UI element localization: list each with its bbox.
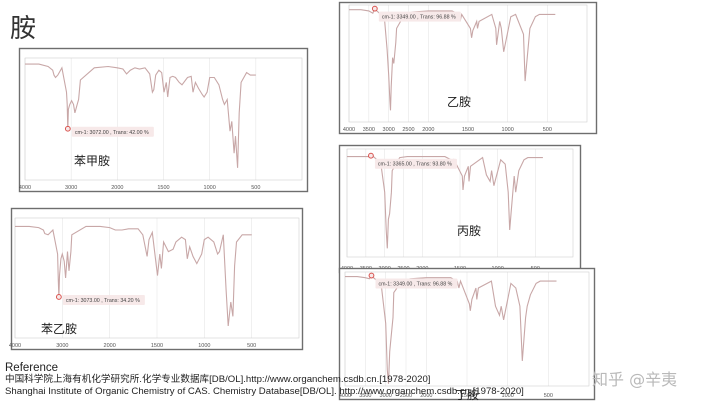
tick-label: 1500 xyxy=(151,343,163,349)
reference-block: Reference 中国科学院上海有机化学研究所.化学专业数据库[DB/OL].… xyxy=(5,362,524,398)
plot-area xyxy=(24,57,303,181)
tooltip-marker xyxy=(64,125,71,132)
spectrum-panel-phenethylamine: 4000 3000 2000 1500 1000 500 cm-1: 3073.00 , T… xyxy=(9,207,304,351)
tick-label: 2000 xyxy=(420,393,432,399)
tooltip-box xyxy=(378,11,461,22)
tick-label: 500 xyxy=(251,185,260,191)
tick-label: 1500 xyxy=(157,185,169,191)
tick-label: 1000 xyxy=(502,127,514,133)
spectrum-panel-benzylamine: 4000 3000 2000 1500 1000 500 cm-1: 3072.00 , T… xyxy=(18,47,309,193)
tick-label: 500 xyxy=(247,343,256,349)
tick-label: 3000 xyxy=(383,127,395,133)
spectrum-chart-ethylamine: 4000 3500 3000 2500 2000 1500 1000 500 cm-1: 334… xyxy=(338,1,598,135)
plot-area xyxy=(14,217,300,339)
compound-label: 苯乙胺 xyxy=(41,322,77,336)
page-title: 胺 xyxy=(10,14,37,44)
tick-label: 2500 xyxy=(402,127,414,133)
plot-area xyxy=(346,148,574,258)
tick-label: 2000 xyxy=(111,185,123,191)
tick-label: 1000 xyxy=(204,185,216,191)
tick-label: 2000 xyxy=(422,127,434,133)
tooltip-box xyxy=(375,278,458,289)
spectrum-chart-benzylamine: 4000 3000 2000 1500 1000 500 cm-1: 3072.00 , T… xyxy=(18,47,309,193)
compound-label: 丁胺 xyxy=(455,388,479,402)
reference-heading: Reference xyxy=(5,362,59,374)
tick-label: 1000 xyxy=(198,343,210,349)
tick-label: 4000 xyxy=(343,127,355,133)
tooltip-text: cm-1: 3073.00 , Trans: 34.20 % xyxy=(66,298,140,304)
compound-label: 苯甲胺 xyxy=(74,154,110,168)
tooltip-box xyxy=(62,294,145,305)
spectrum-line xyxy=(349,7,556,111)
tick-label: 500 xyxy=(544,393,553,399)
spectrum-line xyxy=(345,274,557,384)
tooltip-box xyxy=(71,126,154,137)
plot-area xyxy=(348,4,588,123)
spectrum-panel-butylamine: 4000 3500 3000 2500 2000 1500 1000 500 cm-1: 334… xyxy=(338,267,596,402)
tooltip-box xyxy=(374,158,457,169)
tick-label: 3500 xyxy=(363,127,375,133)
compound-label: 丙胺 xyxy=(457,224,481,238)
tick-label: 4000 xyxy=(9,343,21,349)
spectrum-panel-ethylamine: 4000 3500 3000 2500 2000 1500 1000 500 cm-1: 334… xyxy=(338,1,598,135)
tick-label: 500 xyxy=(543,127,552,133)
spectrum-chart-phenethylamine: 4000 3000 2000 1500 1000 500 cm-1: 3073.00 , T… xyxy=(9,207,304,351)
tooltip-marker xyxy=(55,294,62,300)
tick-label: 3000 xyxy=(56,343,68,349)
tooltip-text: cm-1: 3365.00 , Trans: 93.80 % xyxy=(378,162,452,168)
tooltip-text: cm-1: 3072.00 , Trans: 42.00 % xyxy=(75,130,149,136)
reference-line-cn: 中国科学院上海有机化学研究所.化学专业数据库[DB/OL].http://www… xyxy=(5,374,431,385)
tick-label: 3000 xyxy=(65,185,77,191)
spectrum-line xyxy=(25,63,256,168)
tick-label: 2000 xyxy=(104,343,116,349)
spectrum-line xyxy=(347,154,543,249)
tooltip-marker xyxy=(371,5,378,12)
tick-label: 1500 xyxy=(462,127,474,133)
tooltip-text: cm-1: 3349.00 , Trans: 96.88 % xyxy=(382,15,456,21)
watermark: 知乎 @辛夷 xyxy=(592,370,678,389)
tick-label: 4000 xyxy=(19,185,31,191)
tick-label: 3000 xyxy=(380,393,392,399)
tick-label: 1500 xyxy=(461,393,473,399)
compound-label: 乙胺 xyxy=(447,95,471,109)
tooltip-marker xyxy=(368,272,375,279)
tick-label: 2500 xyxy=(400,393,412,399)
spectrum-chart-butylamine: 4000 3500 3000 2500 2000 1500 1000 500 cm-1: 334… xyxy=(338,267,596,402)
tick-label: 4000 xyxy=(339,393,351,399)
plot-area xyxy=(344,271,590,387)
tooltip-marker xyxy=(368,152,374,159)
reference-line-en: Shanghai Institute of Organic Chemistry … xyxy=(5,386,524,397)
tick-label: 3500 xyxy=(359,393,371,399)
tooltip-text: cm-1: 3349.00 , Trans: 96.88 % xyxy=(378,282,452,288)
tick-label: 1000 xyxy=(502,393,514,399)
spectrum-line xyxy=(15,225,252,327)
